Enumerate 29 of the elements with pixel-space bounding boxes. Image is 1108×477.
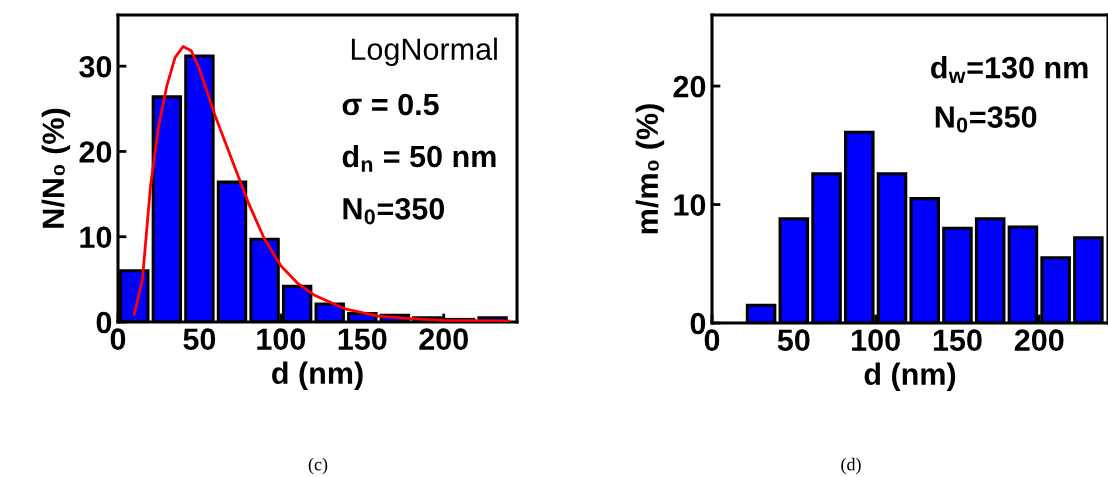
y-tick-label: 10 <box>80 226 112 249</box>
y-tick-label: 20 <box>79 141 112 163</box>
text: (c) <box>308 457 328 475</box>
x-tick-label: 50 <box>183 328 216 350</box>
x-axis-title: d (nm) <box>864 362 956 392</box>
annotation: σ = 0.5 <box>342 93 439 116</box>
y-axis-title: m/m₀ (%) <box>635 104 665 234</box>
y-tick-label: 20 <box>673 75 706 98</box>
annotation: d$_{n}$ = 50 nm <box>342 144 496 172</box>
x-tick-label: 100 <box>852 329 900 351</box>
x-tick-label: 100 <box>257 328 306 350</box>
x-tick-label: 50 <box>777 329 810 351</box>
x-tick-label: 0 <box>704 329 720 351</box>
annotation: N$_{0}$=350 <box>935 106 1037 133</box>
text: (d) <box>841 457 861 475</box>
x-tick-label: 200 <box>419 328 468 350</box>
x-tick-label: 200 <box>1014 329 1064 351</box>
annotation: d$_{w}$=130 nm <box>931 56 1088 84</box>
y-axis-title: N/N₀ (%) <box>41 108 71 228</box>
x-tick-label: 0 <box>110 328 126 350</box>
y-tick-label: 0 <box>96 311 112 334</box>
y-tick-label: 10 <box>674 194 706 216</box>
annotation: N$_{0}$=350 <box>343 197 445 225</box>
x-tick-label: 150 <box>338 328 387 350</box>
x-axis-title: d (nm) <box>272 361 363 391</box>
x-tick-label: 150 <box>933 329 982 351</box>
y-tick-label: 30 <box>79 55 112 78</box>
y-tick-label: 0 <box>690 312 706 335</box>
annotation: LogNormal <box>351 37 497 67</box>
